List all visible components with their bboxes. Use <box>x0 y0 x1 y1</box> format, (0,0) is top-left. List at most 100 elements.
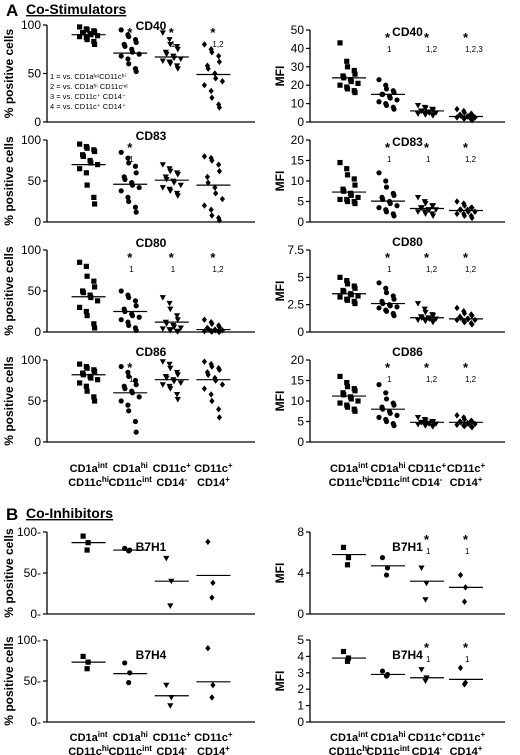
y-axis-label: MFI <box>273 563 287 584</box>
triangle-marker <box>423 580 430 587</box>
triangle-marker <box>429 313 437 319</box>
diamond-marker <box>458 206 464 213</box>
y-tick-label: 100 <box>21 18 41 32</box>
y-tick-label: 4 <box>297 566 304 580</box>
circle-marker <box>383 572 390 578</box>
circle-marker <box>391 192 397 198</box>
circle-marker <box>132 163 139 169</box>
square-marker <box>77 141 83 147</box>
circle-marker <box>376 414 382 420</box>
group-label-bottom: CD11chi <box>68 475 109 490</box>
triangle-marker <box>177 380 184 387</box>
section-a-letter: A <box>6 1 18 20</box>
square-marker <box>344 198 351 205</box>
group-label-top: CD1aint <box>70 730 108 745</box>
circle-marker <box>394 203 400 209</box>
diamond-marker <box>219 381 225 388</box>
triangle-marker <box>159 30 166 36</box>
diamond-marker <box>209 212 215 219</box>
group-label-bottom: CD14+ <box>197 475 230 490</box>
group-label-top: CD11c+ <box>447 461 486 476</box>
triangle-marker <box>422 318 429 325</box>
y-tick-label: 0 <box>34 215 41 229</box>
triangle-marker <box>166 361 173 368</box>
significance-star: * <box>169 25 175 40</box>
triangle-marker <box>159 326 166 332</box>
significance-reference: 1,2 <box>212 265 224 274</box>
circle-marker <box>391 402 397 408</box>
y-tick-label: 4 <box>297 649 304 663</box>
circle-marker <box>126 548 132 554</box>
diamond-marker <box>216 323 222 331</box>
significance-star: * <box>385 360 391 375</box>
y-tick-label: 20 <box>291 353 305 367</box>
square-marker <box>77 34 83 40</box>
square-marker <box>344 658 351 664</box>
square-marker <box>352 89 358 96</box>
y-tick-label: 20 <box>291 78 305 92</box>
y-tick-label: 2.5 <box>287 298 304 312</box>
group-label-bottom: CD14+ <box>450 744 483 755</box>
square-marker <box>95 298 101 304</box>
circle-marker <box>122 660 128 666</box>
square-marker <box>341 288 347 295</box>
square-marker <box>92 368 98 375</box>
square-marker <box>83 263 89 269</box>
diamond-marker <box>216 161 222 168</box>
square-marker <box>83 383 89 389</box>
diamond-marker <box>216 104 222 111</box>
diamond-marker <box>469 116 475 124</box>
square-marker <box>77 361 83 367</box>
circle-marker <box>118 27 124 33</box>
diamond-marker <box>209 320 215 327</box>
triangle-marker <box>422 211 429 217</box>
y-tick-label: 0 <box>34 115 41 129</box>
square-marker <box>80 533 86 539</box>
y-tick-label: 20 <box>291 133 305 147</box>
diamond-marker <box>454 421 460 428</box>
square-marker <box>348 192 354 198</box>
triangle-marker <box>414 415 422 421</box>
square-marker <box>91 38 97 45</box>
panel-b-pct-b7h1: 0- 50- 100-% positive cells B7H1 <box>2 525 255 621</box>
triangle-marker <box>173 63 181 69</box>
diamond-marker <box>454 198 460 205</box>
y-axis-label: MFI <box>273 671 287 692</box>
circle-marker <box>136 314 142 320</box>
y-axis-label: % positive cells <box>2 528 16 618</box>
square-marker <box>84 547 90 553</box>
square-marker <box>352 388 358 394</box>
triangle-marker <box>167 61 174 67</box>
diamond-marker <box>201 41 207 48</box>
significance-reference: 1 <box>426 655 431 664</box>
triangle-marker <box>429 203 437 209</box>
square-marker <box>91 278 97 284</box>
diamond-marker <box>454 114 460 121</box>
significance-star: * <box>210 25 216 40</box>
diamond-marker <box>461 202 468 209</box>
circle-marker <box>376 77 382 83</box>
y-tick-label: 0 <box>297 215 304 229</box>
diamond-marker <box>204 62 210 69</box>
diamond-marker <box>461 212 468 220</box>
square-marker <box>337 159 343 166</box>
square-marker <box>344 562 351 568</box>
square-marker <box>84 666 90 672</box>
square-marker <box>348 396 354 402</box>
square-marker <box>83 308 89 315</box>
circle-marker <box>383 178 389 184</box>
significance-star: * <box>127 140 133 155</box>
y-tick-label: 0- <box>30 715 41 729</box>
diamond-marker <box>216 58 222 66</box>
triangle-marker <box>174 372 181 378</box>
circle-marker <box>376 99 382 105</box>
group-label-top: CD11c+ <box>408 730 447 745</box>
triangle-marker <box>168 695 175 701</box>
circle-marker <box>391 213 397 219</box>
y-tick-label: 0 <box>297 435 304 449</box>
significance-reference: 1 <box>171 40 176 49</box>
circle-marker <box>376 280 382 286</box>
diamond-marker <box>205 371 211 378</box>
square-marker <box>348 292 354 298</box>
